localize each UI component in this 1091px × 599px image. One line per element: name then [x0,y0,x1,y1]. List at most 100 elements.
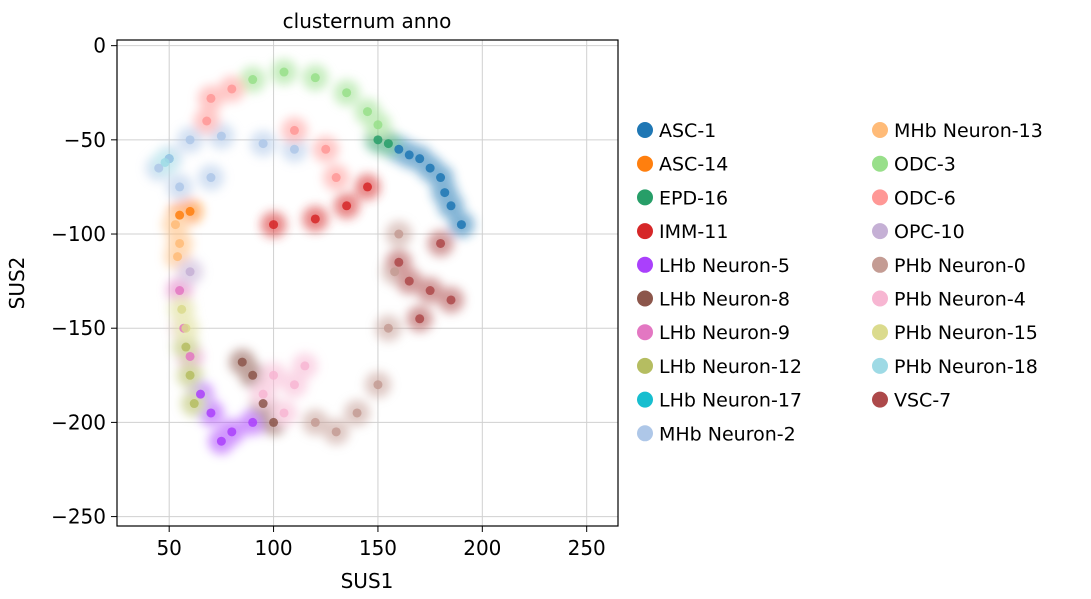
plot-frame [116,39,619,527]
data-point [289,125,299,135]
data-point [289,380,299,390]
data-point [181,323,191,333]
series-14 [310,229,404,437]
x-tick-label: 50 [156,536,181,560]
legend-marker [872,391,888,408]
data-point [216,436,226,446]
legend-entry: OPC-10 [894,221,965,243]
legend-marker [872,290,888,307]
series-3 [269,182,372,230]
data-point [258,139,268,149]
data-point [175,182,185,192]
data-point [206,173,216,183]
legend-entry: MHb Neuron-2 [659,423,796,445]
data-point [425,286,435,296]
data-point [440,188,450,198]
legend-entry: ODC-3 [894,154,956,176]
legend-entry: ASC-14 [659,154,728,176]
legend-marker [637,425,653,442]
x-axis-label: SUS1 [341,569,394,593]
data-point [404,276,414,286]
x-tick-label: 200 [463,536,501,560]
series-2 [373,135,393,149]
data-point [310,214,320,224]
y-tick-label: −200 [51,410,106,434]
legend-entry: VSC-7 [894,390,951,412]
data-point [415,154,425,164]
data-point [196,389,205,399]
data-point [175,286,185,296]
series-5 [237,357,279,427]
series-13 [185,267,195,277]
legend-marker [637,122,653,138]
data-point [177,304,187,314]
data-point [185,267,195,277]
data-point [363,182,372,192]
data-point [415,314,425,324]
data-point [289,144,299,154]
data-point [436,238,446,248]
data-point [394,144,404,154]
chart-title: clusternum anno [283,9,452,33]
data-point [383,139,393,149]
x-tick-label: 100 [254,536,292,560]
data-point [181,342,191,352]
series-9 [154,131,299,192]
series-12 [202,84,341,183]
data-point [216,131,226,141]
legend-entry: LHb Neuron-17 [659,390,802,412]
x-tick-label: 150 [359,536,397,560]
x-tick-label: 250 [568,536,606,560]
legend-marker [872,357,888,374]
series-7 [181,342,199,409]
data-points [145,59,475,455]
data-point [404,150,414,160]
data-point [258,389,268,399]
legend: ASC-1 ASC-14 EPD-16 IMM-11 LHb Neuron-5 LHb N… [637,120,1043,445]
legend-marker [637,290,653,307]
series-4 [196,389,258,446]
data-point [383,323,393,333]
data-point [321,144,331,154]
data-point [363,107,372,117]
legend-entry: LHb Neuron-8 [659,289,790,311]
legend-entry: EPD-16 [659,187,728,209]
series-18 [394,238,456,324]
data-point [373,120,383,130]
y-tick-label: −100 [51,222,106,246]
series-10 [170,220,185,262]
series-11 [248,67,383,130]
legend-marker [637,391,653,408]
data-point [248,370,258,380]
data-point [436,173,446,183]
data-point [258,399,268,409]
data-point [206,93,216,103]
data-point [175,238,185,248]
data-point [185,206,195,216]
legend-marker [637,256,653,273]
data-point [269,220,279,230]
data-point [237,357,247,367]
data-point [352,408,362,418]
data-point [300,361,310,371]
data-point [227,84,237,94]
data-point [173,252,183,262]
data-point [175,210,185,220]
data-point [185,135,195,145]
y-tick-label: −50 [64,128,106,152]
legend-entry: IMM-11 [659,221,728,243]
series-17 [160,157,170,167]
data-point [202,116,212,126]
series-15 [258,361,310,418]
legend-marker [872,256,888,273]
data-point [206,408,216,418]
data-point [394,229,404,239]
legend-entry: ASC-1 [659,120,716,142]
legend-entry: LHb Neuron-12 [659,356,802,378]
data-point [279,408,289,418]
legend-entry: PHb Neuron-18 [894,356,1038,378]
legend-marker [637,155,653,172]
data-point [269,417,279,427]
data-point [189,399,199,409]
